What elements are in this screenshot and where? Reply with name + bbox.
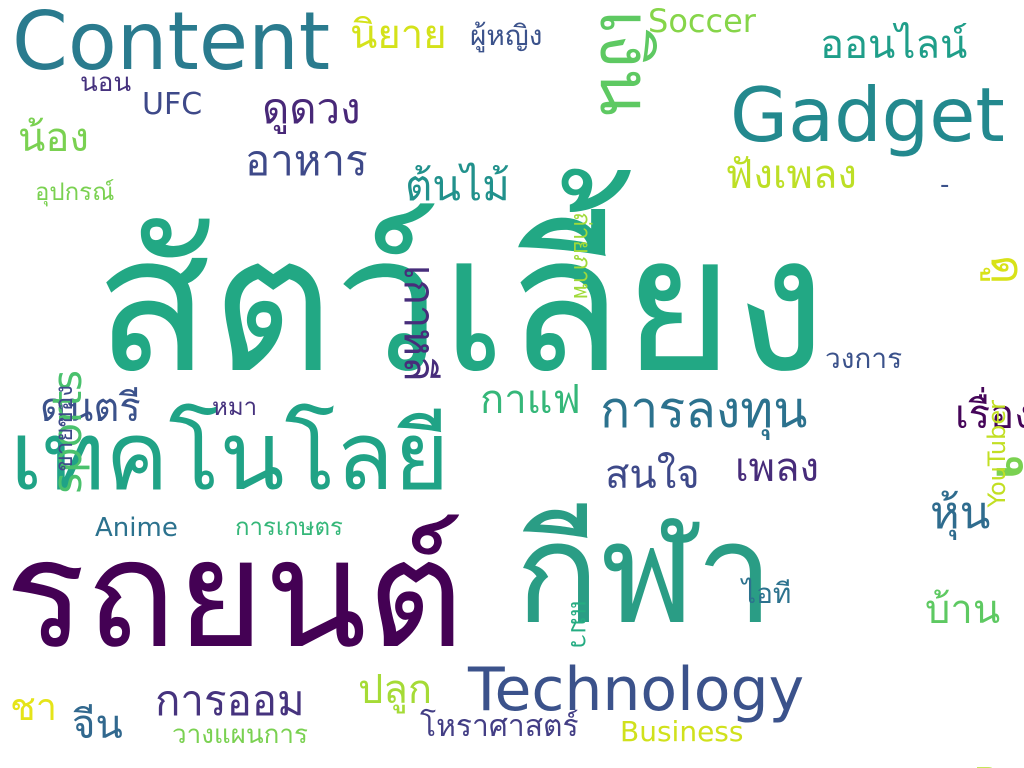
word-cat: แมว — [564, 600, 594, 649]
word-sell: ขายของ — [50, 385, 78, 472]
word-story: เรื่อง — [955, 392, 1024, 438]
word-fortune: ดูดวง — [262, 84, 361, 133]
word-dash: - — [940, 170, 950, 200]
word-agriculture: การเกษตร — [235, 513, 343, 541]
word-food: อาหาร — [245, 136, 368, 185]
word-technology-thai: เทคโนโลยี — [10, 402, 450, 512]
word-saving: การออม — [155, 676, 305, 725]
word-home: บ้าน — [925, 587, 1001, 633]
word-interest: สนใจ — [605, 452, 700, 498]
word-stocks: หุ้น — [930, 486, 991, 539]
word-korea: เกาหลี — [395, 265, 444, 382]
word-cars: รถยนต์ — [5, 508, 465, 682]
word-gadget: Gadget — [730, 71, 1005, 159]
word-listen-music: ฟังเพลง — [725, 152, 857, 198]
word-online: ออนไลน์ — [820, 22, 968, 68]
word-plant: ปลูก — [358, 667, 433, 713]
word-music: ดนตรี — [40, 385, 141, 431]
word-china: จีน — [72, 702, 123, 748]
word-youtuber: YouTuber — [983, 400, 1011, 508]
word-planning: วางแผนการ — [172, 720, 308, 750]
word-watch: ดู — [981, 255, 1024, 284]
word-photography: ถ่ายภาพ — [568, 212, 596, 300]
word-astrology: โหราศาสตร์ — [420, 709, 579, 744]
word-investment: การลงทุน — [600, 381, 808, 439]
word-woman: ผู้หญิง — [470, 19, 543, 52]
word-anime: Anime — [95, 513, 178, 543]
word-it: ไอที — [742, 577, 792, 610]
word-ufc: UFC — [142, 87, 203, 122]
word-novel: นิยาย — [350, 12, 447, 58]
word-coffee: กาแฟ — [480, 377, 581, 423]
word-trees: ต้นไม้ — [405, 161, 510, 210]
word-circle: วงการ — [825, 342, 903, 375]
word-song: เพลง — [735, 445, 820, 491]
word-dog: หมา — [212, 393, 258, 421]
word-pets: สัตว์เลี้ยง — [95, 194, 827, 415]
word-content: Content — [12, 0, 331, 88]
word-sleep: นอน — [80, 68, 132, 98]
word-business: Business — [620, 715, 744, 748]
word-equipment: อุปกรณ์ — [35, 178, 115, 206]
word-soccer: Soccer — [648, 2, 756, 40]
word-sports-thai: กีฬา — [515, 493, 775, 656]
word-technology: Technology — [468, 655, 805, 725]
word-tea: ชา — [10, 685, 58, 729]
word-sibling: น้อง — [18, 115, 89, 161]
